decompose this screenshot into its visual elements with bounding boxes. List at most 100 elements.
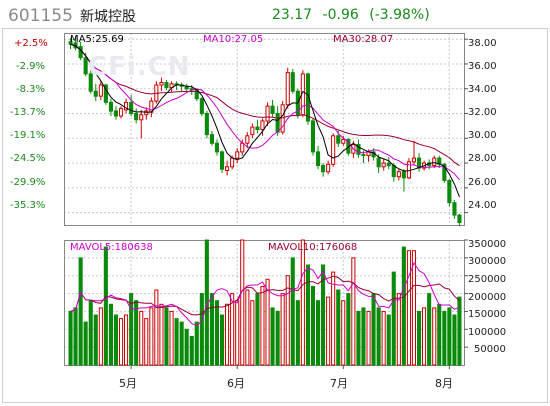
volume-bar-down bbox=[305, 264, 310, 366]
volume-bar-up bbox=[366, 310, 371, 366]
volume-bar-down bbox=[174, 318, 179, 366]
ma30-line bbox=[70, 43, 460, 167]
price-tick: 32.00 bbox=[468, 107, 497, 118]
volume-bar-up bbox=[245, 289, 250, 366]
volume-bar-down bbox=[290, 257, 295, 366]
volume-tick: 200000 bbox=[468, 292, 507, 303]
candle-down bbox=[113, 110, 119, 117]
volume-bar-down bbox=[275, 310, 280, 366]
price-quote: 23.17 -0.96 (-3.98%) bbox=[272, 7, 430, 23]
volume-bar-up bbox=[422, 307, 427, 366]
outer-frame bbox=[2, 28, 548, 403]
volume-bar-down bbox=[391, 271, 396, 366]
pct-tick: -29.9% bbox=[10, 177, 46, 188]
ma5-line bbox=[70, 43, 460, 198]
candle-up bbox=[144, 110, 149, 116]
candle-up bbox=[326, 163, 331, 173]
volume-bar-down bbox=[103, 246, 108, 366]
volume-bar-down bbox=[442, 310, 447, 366]
candle-up bbox=[250, 126, 255, 135]
last-price: 23.17 bbox=[272, 7, 313, 23]
volume-panel-frame bbox=[64, 240, 465, 366]
volume-bar-down bbox=[386, 314, 391, 366]
stock-name: 新城控股 bbox=[80, 9, 136, 25]
candle-down bbox=[290, 72, 295, 92]
volume-bar-down bbox=[270, 307, 275, 366]
watermark: CFi.CN bbox=[88, 52, 191, 82]
candle-up bbox=[159, 82, 164, 86]
candle-down bbox=[310, 120, 315, 153]
candle-up bbox=[285, 72, 290, 106]
volume-bar-up bbox=[300, 239, 305, 366]
candle-down bbox=[376, 157, 381, 168]
volume-bar-down bbox=[209, 293, 214, 366]
ma10-line bbox=[70, 43, 460, 181]
price-panel-frame bbox=[64, 33, 465, 226]
volume-bar-up bbox=[396, 293, 401, 366]
stock-code: 601155 bbox=[8, 6, 73, 26]
candle-down bbox=[356, 144, 361, 155]
candle-up bbox=[411, 157, 416, 163]
candle-up bbox=[124, 101, 129, 111]
volume-bar-up bbox=[124, 314, 129, 366]
candle-down bbox=[88, 73, 93, 92]
volume-bar-up bbox=[225, 303, 230, 366]
pct-tick: -2.9% bbox=[16, 61, 46, 72]
price-tick: 28.00 bbox=[468, 153, 497, 164]
volume-bar-up bbox=[265, 278, 270, 366]
volume-bar-down bbox=[214, 300, 219, 366]
candle-down bbox=[447, 179, 452, 204]
volume-bar-down bbox=[356, 310, 361, 366]
volume-bar-up bbox=[240, 239, 245, 366]
volume-bar-down bbox=[113, 314, 119, 366]
pct-tick: +2.5% bbox=[14, 38, 48, 49]
volume-bar-up bbox=[326, 296, 331, 366]
volume-bar-down bbox=[93, 314, 98, 366]
candle-up bbox=[432, 157, 437, 167]
volume-bar-down bbox=[199, 293, 204, 366]
volume-tick: 300000 bbox=[468, 256, 507, 267]
volume-tick: 50000 bbox=[474, 344, 506, 355]
candle-down bbox=[401, 171, 406, 179]
month-label: 5月 bbox=[119, 377, 137, 390]
volume-bar-down bbox=[417, 310, 422, 366]
volume-bar-down bbox=[376, 307, 381, 366]
volume-bar-down bbox=[452, 314, 457, 366]
candle-down bbox=[336, 135, 341, 144]
volume-bar-up bbox=[381, 310, 386, 366]
price-change-pct: (-3.98%) bbox=[369, 7, 430, 23]
candle-up bbox=[225, 166, 230, 172]
volume-bar-down bbox=[401, 246, 406, 366]
candle-up bbox=[265, 105, 270, 122]
volume-bar-down bbox=[295, 300, 300, 366]
mavol5-label: MAVOL5:180638 bbox=[70, 242, 153, 253]
candle-down bbox=[305, 73, 310, 122]
candle-up bbox=[230, 157, 235, 168]
volume-bar-down bbox=[437, 303, 442, 366]
volume-bar-down bbox=[68, 310, 73, 366]
volume-bar-down bbox=[220, 314, 225, 366]
price-tick: 38.00 bbox=[468, 38, 497, 49]
candle-down bbox=[129, 101, 134, 115]
volume-bar-up bbox=[280, 293, 285, 366]
volume-bar-down bbox=[255, 293, 260, 366]
price-tick: 24.00 bbox=[468, 200, 497, 211]
candle-down bbox=[361, 153, 366, 157]
volume-bar-up bbox=[285, 275, 290, 366]
volume-bar-down bbox=[184, 328, 189, 366]
volume-bar-up bbox=[169, 310, 174, 366]
candle-down bbox=[220, 151, 225, 170]
pct-tick: -35.3% bbox=[10, 200, 46, 211]
volume-bar-up bbox=[230, 293, 235, 366]
volume-bar-down bbox=[73, 307, 78, 366]
pct-tick: -13.7% bbox=[10, 107, 46, 118]
candle-up bbox=[240, 142, 245, 153]
candle-down bbox=[214, 142, 219, 153]
volume-bar-down bbox=[134, 300, 139, 366]
volume-bar-up bbox=[154, 289, 159, 366]
month-label: 6月 bbox=[227, 377, 245, 390]
price-tick: 30.00 bbox=[468, 130, 497, 141]
candle-down bbox=[452, 202, 457, 216]
volume-bar-down bbox=[179, 321, 184, 366]
